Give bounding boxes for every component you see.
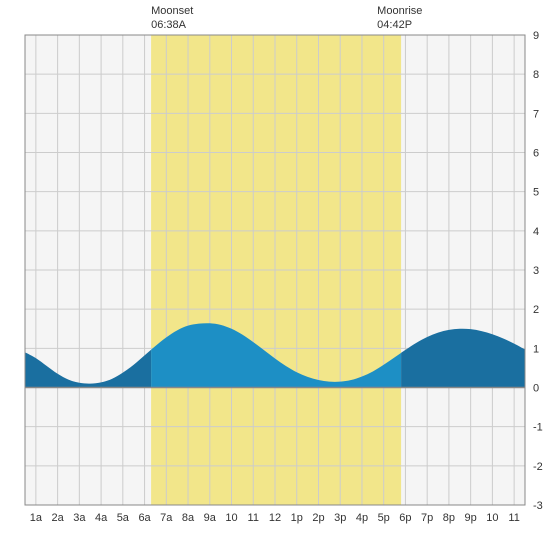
x-tick-label: 9p (465, 512, 477, 524)
moonset-time: 06:38A (151, 19, 187, 31)
y-tick-label: -3 (533, 500, 543, 512)
y-tick-label: 3 (533, 265, 539, 277)
y-tick-label: 0 (533, 383, 539, 395)
x-tick-label: 10 (225, 512, 237, 524)
y-tick-label: 9 (533, 30, 539, 42)
x-tick-label: 6p (399, 512, 411, 524)
x-tick-label: 9a (204, 512, 217, 524)
y-tick-label: 6 (533, 148, 539, 160)
x-tick-label: 8a (182, 512, 195, 524)
chart-svg: 1a2a3a4a5a6a7a8a9a1011121p2p3p4p5p6p7p8p… (0, 0, 550, 550)
moonrise-label: Moonrise (377, 5, 422, 17)
y-tick-label: 7 (533, 108, 539, 120)
x-tick-label: 8p (443, 512, 455, 524)
x-tick-label: 5a (117, 512, 130, 524)
x-tick-label: 3p (334, 512, 346, 524)
x-tick-label: 2p (312, 512, 324, 524)
x-tick-label: 4a (95, 512, 108, 524)
y-tick-label: 5 (533, 187, 539, 199)
x-tick-label: 5p (378, 512, 390, 524)
x-tick-label: 1p (291, 512, 303, 524)
y-tick-label: -1 (533, 422, 543, 434)
x-tick-label: 11 (248, 512, 259, 524)
x-tick-label: 10 (486, 512, 498, 524)
y-tick-label: 1 (533, 343, 539, 355)
x-tick-label: 7a (160, 512, 173, 524)
moonset-label: Moonset (151, 5, 193, 17)
x-tick-label: 3a (73, 512, 86, 524)
x-tick-label: 6a (138, 512, 151, 524)
x-tick-label: 12 (269, 512, 281, 524)
x-tick-label: 1a (30, 512, 43, 524)
x-tick-label: 4p (356, 512, 368, 524)
x-tick-label: 7p (421, 512, 433, 524)
y-tick-label: -2 (533, 461, 543, 473)
y-tick-label: 4 (533, 226, 539, 238)
x-tick-label: 2a (51, 512, 64, 524)
y-tick-label: 2 (533, 304, 539, 316)
moonrise-time: 04:42P (377, 19, 412, 31)
x-tick-label: 11 (508, 512, 519, 524)
y-tick-label: 8 (533, 69, 539, 81)
tide-chart: 1a2a3a4a5a6a7a8a9a1011121p2p3p4p5p6p7p8p… (0, 0, 550, 550)
